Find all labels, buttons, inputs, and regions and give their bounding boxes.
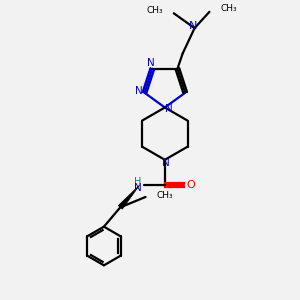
Polygon shape [118,185,140,209]
Text: N: N [163,158,170,168]
Text: N: N [134,183,142,193]
Text: CH₃: CH₃ [147,6,164,15]
Text: N: N [135,86,143,96]
Text: CH₃: CH₃ [157,191,173,200]
Text: CH₃: CH₃ [221,4,237,13]
Text: N: N [147,58,155,68]
Text: H: H [134,176,142,187]
Text: N: N [189,21,197,31]
Text: N: N [165,104,173,114]
Text: O: O [187,180,195,190]
